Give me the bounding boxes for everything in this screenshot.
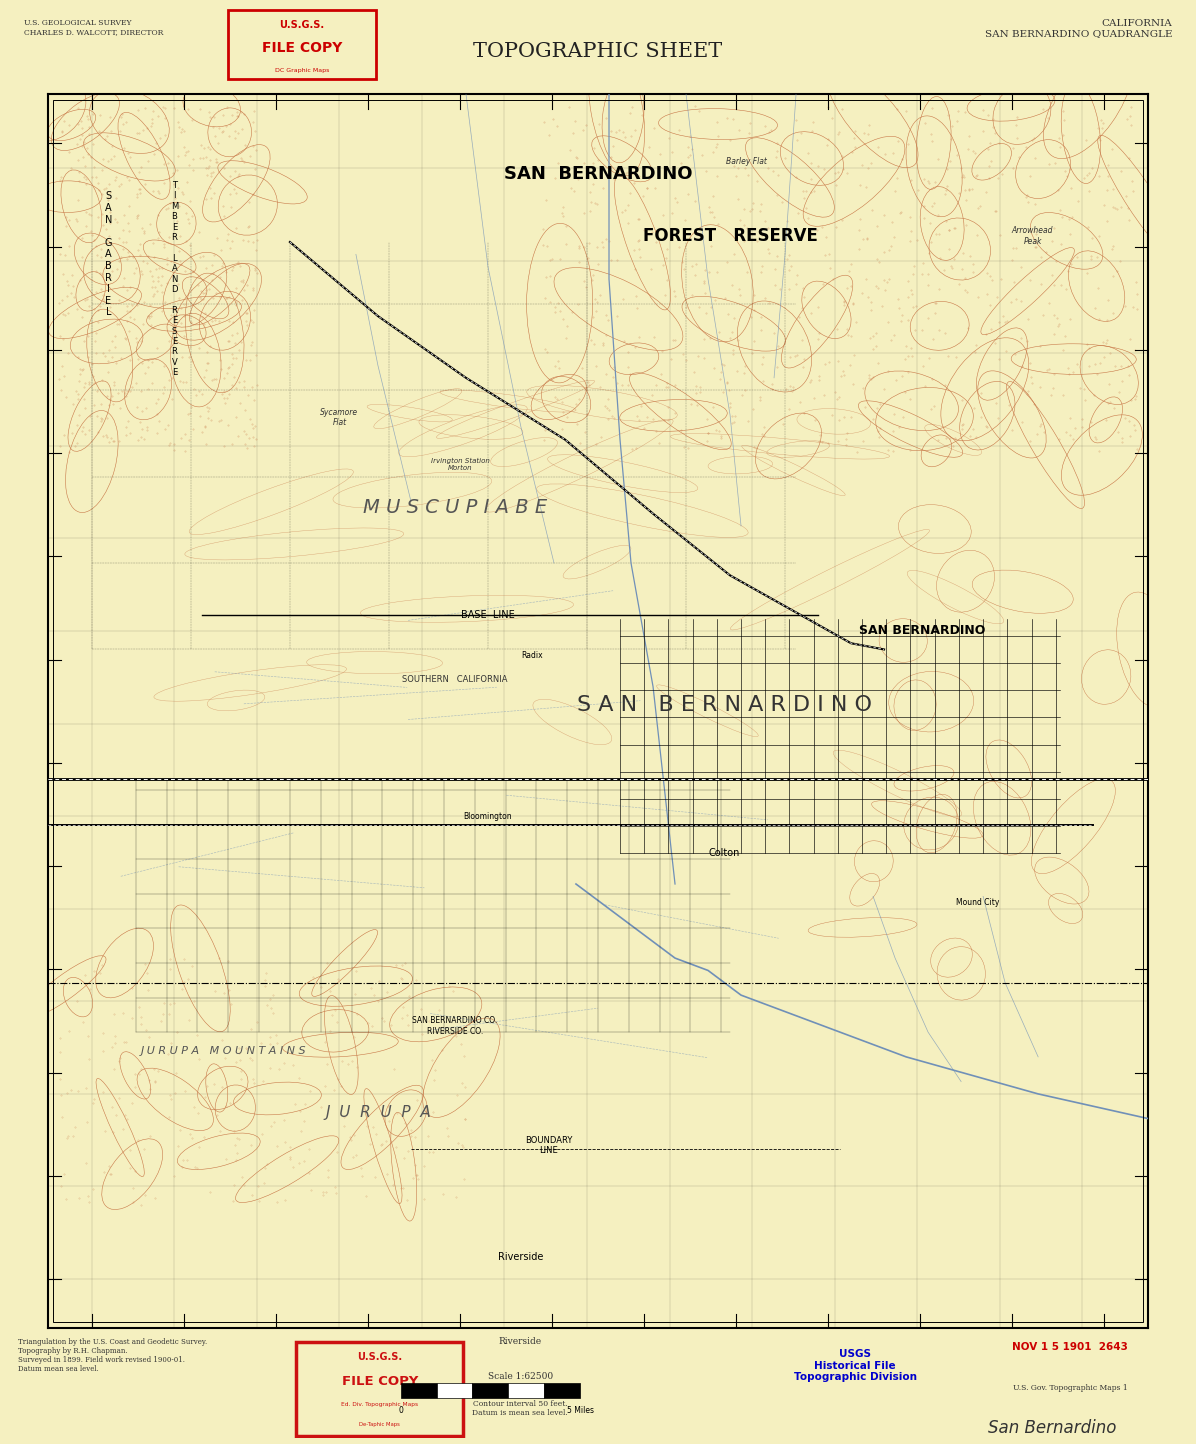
Text: Sycamore
Flat: Sycamore Flat	[321, 407, 359, 427]
Text: U.S. Gov. Topographic Maps 1: U.S. Gov. Topographic Maps 1	[1013, 1383, 1128, 1392]
Text: Irvington Station
Morton: Irvington Station Morton	[431, 458, 490, 471]
Text: CALIFORNIA
SAN BERNARDINO QUADRANGLE: CALIFORNIA SAN BERNARDINO QUADRANGLE	[984, 19, 1172, 38]
Text: M U S C U P I A B E: M U S C U P I A B E	[362, 498, 547, 517]
Text: S
A
N
 
G
A
B
R
I
E
L: S A N G A B R I E L	[104, 192, 112, 318]
Text: SAN  BERNARDINO: SAN BERNARDINO	[504, 165, 692, 183]
Text: Barley Flat: Barley Flat	[726, 157, 767, 166]
Text: TOPOGRAPHIC SHEET: TOPOGRAPHIC SHEET	[474, 42, 722, 61]
Text: U.S. GEOLOGICAL SURVEY
CHARLES D. WALCOTT, DIRECTOR: U.S. GEOLOGICAL SURVEY CHARLES D. WALCOT…	[24, 19, 164, 36]
Text: Colton: Colton	[709, 848, 740, 858]
Text: SAN BERNARDINO CO.
RIVERSIDE CO.: SAN BERNARDINO CO. RIVERSIDE CO.	[413, 1017, 498, 1035]
Text: Triangulation by the U.S. Coast and Geodetic Survey.
Topography by R.H. Chapman.: Triangulation by the U.S. Coast and Geod…	[18, 1337, 207, 1373]
Text: De-Taphic Maps: De-Taphic Maps	[359, 1422, 401, 1427]
Text: Mound City: Mound City	[956, 898, 1000, 907]
Bar	[437, 1383, 472, 1398]
Text: T
I
M
B
E
R
 
L
A
N
D
 
R
E
S
E
R
V
E: T I M B E R L A N D R E S E R V E	[171, 180, 178, 377]
Text: Riverside: Riverside	[499, 1337, 542, 1346]
Bar	[508, 1383, 544, 1398]
Text: Ed. Div. Topographic Maps: Ed. Div. Topographic Maps	[341, 1402, 419, 1408]
Text: Contour interval 50 feet.
Datum is mean sea level.: Contour interval 50 feet. Datum is mean …	[472, 1401, 568, 1418]
Bar	[544, 1383, 580, 1398]
Bar	[472, 1383, 508, 1398]
Text: SAN BERNARDINO: SAN BERNARDINO	[860, 624, 986, 637]
Text: 5 Miles: 5 Miles	[567, 1406, 593, 1415]
Text: USGS
Historical File
Topographic Division: USGS Historical File Topographic Divisio…	[794, 1349, 916, 1382]
Text: U.S.G.S.: U.S.G.S.	[280, 20, 324, 30]
Bar	[401, 1383, 437, 1398]
Text: Scale 1:62500: Scale 1:62500	[488, 1372, 553, 1382]
Text: San Bernardino: San Bernardino	[988, 1418, 1117, 1437]
Text: DC Graphic Maps: DC Graphic Maps	[275, 68, 329, 72]
Text: FILE COPY: FILE COPY	[262, 40, 342, 55]
Text: Bloomington: Bloomington	[464, 812, 512, 820]
Text: Arrowhead
Peak: Arrowhead Peak	[1012, 227, 1054, 245]
Text: 0: 0	[398, 1406, 403, 1415]
Text: U.S.G.S.: U.S.G.S.	[358, 1352, 402, 1362]
Text: J  U  R  U  P  A: J U R U P A	[325, 1105, 431, 1121]
Text: Riverside: Riverside	[499, 1252, 544, 1262]
Text: NOV 1 5 1901  2643: NOV 1 5 1901 2643	[1013, 1343, 1128, 1353]
Text: SOUTHERN   CALIFORNIA: SOUTHERN CALIFORNIA	[402, 674, 508, 683]
Text: BOUNDARY
LINE: BOUNDARY LINE	[525, 1136, 572, 1155]
Text: Radix: Radix	[521, 651, 543, 660]
Text: BASE  LINE: BASE LINE	[462, 609, 514, 619]
Text: FOREST   RESERVE: FOREST RESERVE	[642, 227, 818, 245]
Text: J U R U P A   M O U N T A I N S: J U R U P A M O U N T A I N S	[141, 1045, 306, 1056]
Text: S A N   B E R N A R D I N O: S A N B E R N A R D I N O	[576, 695, 872, 715]
Text: FILE COPY: FILE COPY	[342, 1375, 417, 1388]
